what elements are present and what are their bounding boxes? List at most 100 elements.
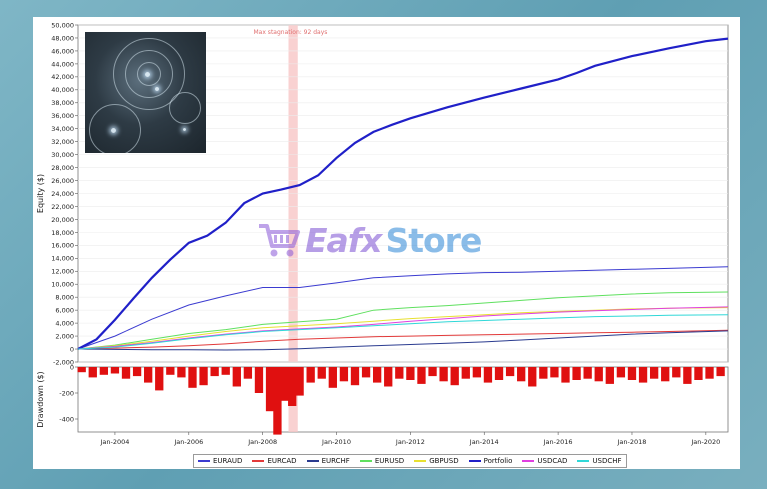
drawdown-bar: [561, 367, 570, 383]
legend-swatch: [198, 460, 210, 462]
x-axis-tick-label: Jan-2008: [247, 438, 277, 446]
x-axis-tick-label: Jan-2018: [617, 438, 647, 446]
legend-swatch: [577, 460, 590, 462]
drawdown-bar: [273, 367, 282, 435]
legend-item-euraud: EURAUD: [198, 457, 242, 465]
legend-swatch: [522, 460, 535, 462]
series-line-eurcad: [77, 329, 729, 350]
drawdown-bar: [417, 367, 426, 384]
drawdown-bar: [483, 367, 493, 383]
drawdown-bar: [280, 367, 289, 401]
series-line-usdcad: [77, 306, 729, 350]
shopping-cart-icon: [259, 224, 300, 257]
drawdown-bar: [155, 367, 164, 391]
watermark-text-eafx: Eafx: [305, 220, 382, 260]
equity-y-tick-label: 46,000: [51, 47, 74, 55]
drawdown-bar: [583, 367, 592, 379]
legend-swatch: [359, 460, 372, 462]
drawdown-bar: [243, 367, 253, 379]
legend-item-usdchf: USDCHF: [577, 457, 622, 465]
x-axis-tick-label: Jan-2010: [321, 438, 351, 446]
watermark-text-store: Store: [385, 220, 482, 260]
equity-y-tick-label: 44,000: [51, 60, 74, 68]
drawdown-bar: [88, 367, 97, 378]
drawdown-bar: [317, 367, 326, 379]
equity-y-tick-label: 10,000: [51, 281, 74, 289]
drawdown-y-axis-label: Drawdown ($): [36, 371, 45, 427]
legend-label: EURCHF: [321, 457, 350, 465]
x-axis-tick-label: Jan-2012: [395, 438, 425, 446]
equity-y-tick-label: 26,000: [51, 177, 74, 185]
drawdown-bar: [550, 367, 559, 378]
series-line-portfolio: [77, 37, 729, 350]
equity-y-tick-label: 20,000: [51, 216, 74, 224]
drawdown-bar: [572, 367, 581, 380]
drawdown-bar: [472, 367, 482, 378]
stagnation-annotation: Max stagnation: 92 days: [254, 29, 328, 36]
drawdown-bar: [616, 367, 626, 378]
drawdown-bar: [539, 367, 548, 379]
equity-y-tick-label: 34,000: [51, 125, 74, 133]
eafx-store-watermark: Eafx Store: [257, 220, 482, 260]
drawdown-bar: [384, 367, 393, 387]
drawdown-bar: [716, 367, 725, 377]
drawdown-bar: [177, 367, 186, 378]
legend-swatch: [306, 460, 319, 462]
drawdown-bar: [339, 367, 349, 382]
x-axis-tick-label: Jan-2016: [543, 438, 573, 446]
drawdown-bar: [439, 367, 448, 382]
drawdown-bar: [350, 367, 360, 386]
drawdown-bar: [295, 367, 304, 396]
drawdown-bar: [627, 367, 637, 380]
equity-y-tick-label: 40,000: [51, 86, 74, 94]
drawdown-bar: [428, 367, 437, 377]
equity-y-tick-label: 0: [70, 345, 74, 353]
drawdown-bar: [166, 367, 175, 375]
drawdown-bar: [132, 367, 142, 377]
x-axis-tick-label: Jan-2006: [173, 438, 203, 446]
legend-swatch: [252, 460, 265, 462]
legend-label: EURCAD: [267, 457, 297, 465]
drawdown-bar: [406, 367, 415, 380]
series-line-usdchf: [77, 314, 729, 350]
equity-y-tick-label: 24,000: [51, 190, 74, 198]
drawdown-bar: [494, 367, 504, 380]
equity-y-tick-label: 18,000: [51, 229, 74, 237]
drawdown-bar: [649, 367, 659, 379]
drawdown-bar: [144, 367, 153, 383]
equity-y-tick-label: 14,000: [51, 255, 74, 263]
drawdown-bar: [661, 367, 670, 382]
equity-y-tick-label: 2,000: [55, 332, 74, 340]
legend-item-eurchf: EURCHF: [306, 457, 350, 465]
equity-y-tick-label: 6,000: [55, 307, 74, 315]
equity-y-tick-label: 32,000: [51, 138, 74, 146]
legend-label: USDCHF: [592, 457, 622, 465]
drawdown-bar: [683, 367, 692, 384]
equity-y-tick-label: 28,000: [51, 164, 74, 172]
drawdown-bar: [605, 367, 614, 384]
legend-label: EURUSD: [374, 457, 405, 465]
drawdown-bar: [110, 367, 120, 374]
drawdown-bar: [232, 367, 241, 387]
equity-y-tick-label: 48,000: [51, 34, 74, 42]
legend-item-portfolio: Portfolio: [468, 457, 512, 465]
drawdown-y-tick-label: -200: [59, 389, 74, 397]
series-line-eurusd: [77, 291, 729, 350]
drawdown-bar: [288, 367, 297, 406]
equity-y-tick-label: 36,000: [51, 112, 74, 120]
drawdown-bar: [188, 367, 197, 388]
drawdown-bar: [361, 367, 371, 378]
drawdown-bar: [450, 367, 459, 386]
drawdown-bar: [210, 367, 219, 377]
equity-y-axis-label: Equity ($): [36, 174, 45, 213]
drawdown-bar: [306, 367, 315, 383]
equity-y-tick-label: 50,000: [51, 21, 74, 29]
x-axis-tick-label: Jan-2004: [99, 438, 129, 446]
equity-y-tick-label: -2,000: [53, 358, 74, 366]
drawdown-bar: [517, 367, 526, 382]
drawdown-bar: [199, 367, 208, 386]
legend-swatch: [468, 460, 481, 462]
legend-item-gbpusd: GBPUSD: [414, 457, 459, 465]
drawdown-bar: [594, 367, 603, 382]
drawdown-y-tick-label: -400: [59, 415, 74, 423]
